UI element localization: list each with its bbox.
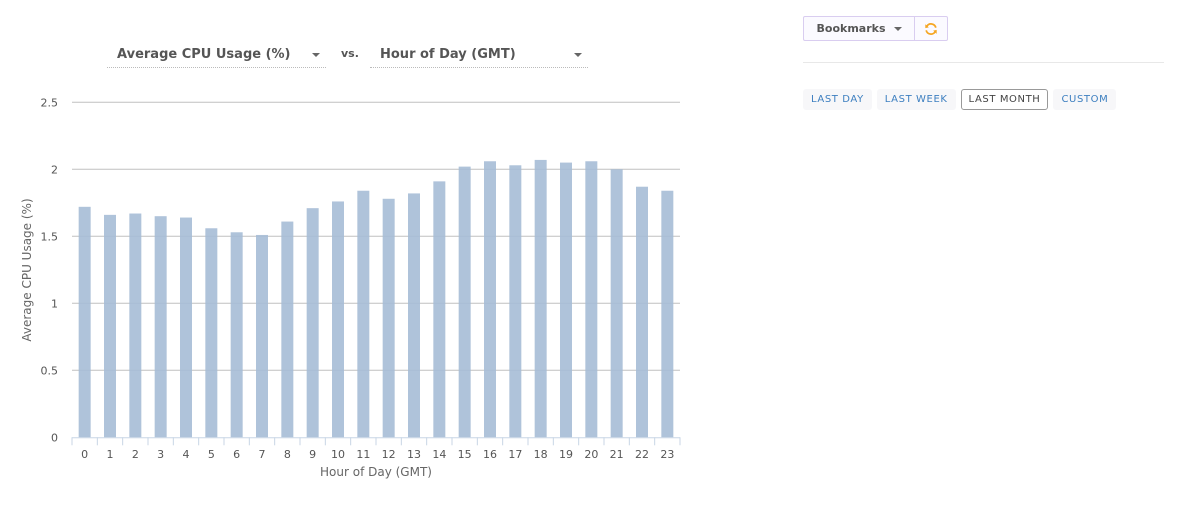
time-range-selector: LAST DAY LAST WEEK LAST MONTH CUSTOM: [803, 89, 1117, 110]
x-tick-label: 6: [233, 448, 240, 461]
x-tick-label: 10: [331, 448, 345, 461]
refresh-icon: [925, 22, 937, 35]
x-axis-title: Hour of Day (GMT): [320, 465, 432, 479]
bar[interactable]: [205, 228, 218, 438]
bar-chart: 0 0.5 1 1.5 2 2.5 0 1 2 3 4 5 6 7 8 9 10 11 12 13 14 15 16 17 18…: [20, 96, 681, 479]
x-tick-label: 3: [157, 448, 164, 461]
bar[interactable]: [408, 193, 420, 438]
x-tick-label: 11: [356, 448, 370, 461]
bar[interactable]: [281, 221, 294, 438]
y-axis-title: Average CPU Usage (%): [20, 198, 34, 341]
bars: [78, 159, 674, 438]
bar[interactable]: [484, 161, 496, 438]
bar[interactable]: [636, 186, 648, 438]
bar[interactable]: [509, 165, 522, 438]
axes: 00.511.522.50 1 2 3 4 5 6 7 8 9 10 11 12 13 14 15 16 17 18…: [41, 96, 681, 461]
x-tick-label: 14: [432, 448, 446, 461]
y-tick-label: 0: [51, 431, 58, 444]
bar[interactable]: [129, 213, 142, 438]
bar[interactable]: [610, 169, 623, 438]
x-axis-metric-label: Hour of Day (GMT): [380, 47, 516, 62]
bookmarks-toolbar: Bookmarks: [803, 16, 948, 41]
x-tick-label: 23: [660, 448, 674, 461]
x-tick-label: 12: [382, 448, 396, 461]
y-tick-label: 1.5: [41, 230, 59, 243]
x-tick-label: 13: [407, 448, 421, 461]
refresh-button[interactable]: [915, 16, 948, 41]
x-tick-label: 15: [458, 448, 472, 461]
x-tick-label: 2: [132, 448, 139, 461]
bar[interactable]: [104, 214, 116, 438]
bar[interactable]: [154, 216, 167, 438]
x-tick-label: 19: [559, 448, 573, 461]
bar[interactable]: [534, 159, 547, 438]
x-tick-label: 17: [508, 448, 522, 461]
last-day-button[interactable]: LAST DAY: [803, 89, 872, 110]
bar[interactable]: [180, 217, 192, 438]
bookmarks-label: Bookmarks: [816, 22, 886, 35]
chevron-down-icon: [574, 52, 582, 57]
bookmarks-button[interactable]: Bookmarks: [803, 16, 915, 41]
x-tick-label: 0: [81, 448, 88, 461]
x-tick-label: 20: [584, 448, 598, 461]
x-tick-label: 8: [284, 448, 291, 461]
gridlines: [72, 101, 680, 371]
last-month-button[interactable]: LAST MONTH: [960, 89, 1049, 110]
divider: [803, 62, 1164, 63]
bar[interactable]: [306, 208, 319, 438]
x-axis-metric-dropdown[interactable]: Hour of Day (GMT): [370, 42, 588, 68]
x-tick-label: 9: [309, 448, 316, 461]
vs-label: vs.: [341, 47, 359, 60]
y-tick-label: 0.5: [41, 364, 59, 377]
x-tick-label: 7: [259, 448, 266, 461]
x-tick-label: 21: [610, 448, 624, 461]
bar[interactable]: [230, 232, 243, 438]
x-tick-label: 1: [107, 448, 114, 461]
y-tick-label: 2: [51, 163, 58, 176]
bar[interactable]: [332, 201, 344, 438]
custom-range-button[interactable]: CUSTOM: [1053, 89, 1117, 110]
bar[interactable]: [256, 234, 268, 438]
y-tick-label: 2.5: [41, 96, 59, 109]
chart-canvas: 00.511.522.50 1 2 3 4 5 6 7 8 9 10 11 12 13 14 15 16 17 18…: [20, 96, 681, 479]
bar[interactable]: [382, 198, 395, 438]
bar[interactable]: [661, 190, 674, 438]
x-tick-label: 16: [483, 448, 497, 461]
y-axis-metric-dropdown[interactable]: Average CPU Usage (%): [107, 42, 326, 68]
bar[interactable]: [78, 206, 91, 438]
x-tick-label: 18: [534, 448, 548, 461]
bar[interactable]: [560, 162, 572, 438]
bar[interactable]: [585, 161, 598, 438]
chevron-down-icon: [893, 26, 902, 31]
x-tick-label: 22: [635, 448, 649, 461]
bar[interactable]: [458, 166, 471, 438]
y-axis-metric-label: Average CPU Usage (%): [117, 47, 291, 62]
y-tick-label: 1: [51, 297, 58, 310]
x-tick-label: 5: [208, 448, 215, 461]
chevron-down-icon: [312, 52, 320, 57]
last-week-button[interactable]: LAST WEEK: [876, 89, 956, 110]
bar[interactable]: [357, 190, 370, 438]
bar[interactable]: [433, 181, 446, 438]
x-tick-label: 4: [183, 448, 190, 461]
